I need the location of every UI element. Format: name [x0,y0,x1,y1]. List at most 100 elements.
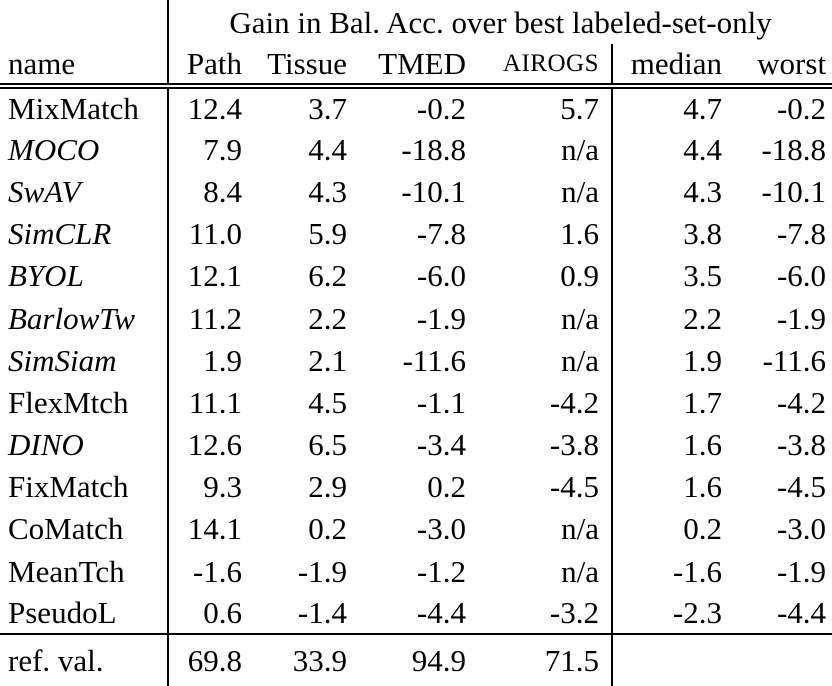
cell-path: 0.6 [203,595,242,631]
col-header-name: name [0,44,169,89]
method-name: FixMatch [0,465,169,508]
col-header-tissue: Tissue [246,44,351,89]
reference-row-label: ref. val. [0,633,169,686]
cell-tmed: -4.4 [416,595,466,631]
cell-airogs: 71.5 [470,633,613,686]
cell-median: 3.5 [683,258,722,294]
cell-worst: -4.2 [776,384,827,420]
table-row: MixMatch 12.4 3.7 -0.2 5.7 4.7 -0.2 [0,86,832,129]
cell-tmed: -10.1 [401,173,466,209]
cell-tmed: -18.8 [401,131,466,167]
cell-tissue: 2.1 [308,342,347,378]
table-row: MeanTch -1.6 -1.9 -1.2 n/a -1.6 -1.9 [0,550,832,593]
cell-tissue: 2.9 [308,469,347,505]
method-name: BYOL [0,254,169,297]
span-header-row: Gain in Bal. Acc. over best labeled-set-… [0,0,832,44]
cell-path: 69.8 [168,633,246,686]
col-header-tmed: TMED [351,44,470,89]
cell-worst: -18.8 [761,131,827,167]
table-row: FlexMtch 11.1 4.5 -1.1 -4.2 1.7 -4.2 [0,381,832,424]
cell-tmed: -6.0 [416,258,466,294]
cell-path: 11.1 [188,384,242,420]
cell-airogs: n/a [470,507,613,551]
cell-tmed: -0.2 [416,91,466,127]
cell-tmed: 94.9 [351,633,470,686]
cell-median [612,633,726,686]
cell-airogs: -3.2 [470,592,613,635]
cell-airogs: 1.6 [470,212,613,255]
span-header: Gain in Bal. Acc. over best labeled-set-… [229,4,772,40]
cell-path: 14.1 [187,511,242,547]
cell-path: 11.0 [188,216,242,252]
cell-worst: -3.0 [776,511,827,547]
cell-tissue: 3.7 [308,91,347,127]
cell-median: -1.6 [672,553,722,589]
cell-tissue: 0.2 [308,511,347,547]
cell-tissue: 4.3 [308,173,347,209]
cell-worst: -11.6 [762,342,827,378]
table-row: PseudoL 0.6 -1.4 -4.4 -3.2 -2.3 -4.4 [0,592,832,635]
reference-values-row: ref. val. 69.8 33.9 94.9 71.5 [0,633,832,686]
cell-worst: -4.5 [776,469,827,505]
cell-airogs: n/a [470,170,613,213]
cell-worst: -1.9 [776,553,827,589]
cell-tmed: -7.8 [416,216,466,252]
cell-median: -2.3 [672,595,722,631]
cell-median: 1.7 [683,384,722,420]
cell-path: 11.2 [188,300,242,336]
cell-path: 9.3 [203,469,242,505]
method-name: MixMatch [0,86,169,129]
cell-tmed: -3.4 [416,427,466,463]
cell-airogs: n/a [470,296,613,340]
table-row: FixMatch 9.3 2.9 0.2 -4.5 1.6 -4.5 [0,465,832,508]
cell-tissue: 4.5 [308,384,347,420]
cell-path: 12.1 [187,258,242,294]
cell-path: 8.4 [203,173,242,209]
cell-tissue: 6.2 [308,258,347,294]
method-name: SimCLR [0,212,169,255]
method-name: SimSiam [0,339,169,382]
cell-tissue: -1.4 [297,595,347,631]
cell-path: 12.6 [187,427,242,463]
method-name: MeanTch [0,550,169,593]
method-name: BarlowTw [0,296,169,340]
cell-airogs: n/a [470,339,613,382]
cell-worst: -6.0 [776,258,827,294]
cell-tmed: -3.0 [416,511,466,547]
table-row: MOCO 7.9 4.4 -18.8 n/a 4.4 -18.8 [0,128,832,171]
cell-airogs: -4.5 [470,465,613,508]
cell-tmed: -1.1 [416,384,466,420]
cell-worst: -1.9 [776,300,827,336]
span-header-spacer [0,0,169,44]
method-name: FlexMtch [0,381,169,424]
cell-tissue: 2.2 [308,300,347,336]
cell-tissue: 4.4 [308,131,347,167]
cell-median: 1.6 [683,469,722,505]
method-name: SwAV [0,170,169,213]
cell-median: 2.2 [683,300,722,336]
cell-airogs: 5.7 [470,86,613,129]
table-row: BYOL 12.1 6.2 -6.0 0.9 3.5 -6.0 [0,254,832,297]
table-row: DINO 12.6 6.5 -3.4 -3.8 1.6 -3.8 [0,423,832,466]
cell-median: 4.7 [683,91,722,127]
cell-tissue: 6.5 [308,427,347,463]
cell-median: 4.3 [683,173,722,209]
cell-worst: -4.4 [776,595,827,631]
cell-tmed: 0.2 [427,469,466,505]
cell-median: 1.6 [683,427,722,463]
table-row: SimSiam 1.9 2.1 -11.6 n/a 1.9 -11.6 [0,339,832,382]
col-header-worst: worst [726,44,832,89]
cell-median: 0.2 [683,511,722,547]
cell-tmed: -11.6 [402,342,466,378]
cell-worst: -10.1 [761,173,827,209]
cell-tissue: 5.9 [308,216,347,252]
cell-path: 12.4 [187,91,242,127]
cell-airogs: -3.8 [470,423,613,466]
col-header-airogs: AIROGS [470,44,613,89]
cell-airogs: n/a [470,550,613,593]
cell-tissue: -1.9 [297,553,347,589]
method-name: DINO [0,423,169,466]
cell-path: 7.9 [203,131,242,167]
cell-median: 1.9 [683,342,722,378]
